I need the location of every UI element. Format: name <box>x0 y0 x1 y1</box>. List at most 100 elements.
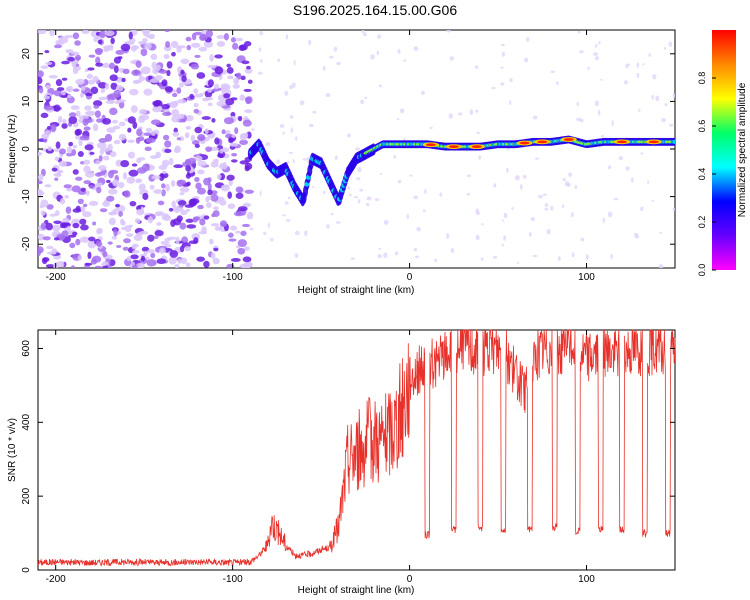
faint-noise-blob <box>377 34 382 39</box>
noise-blob <box>68 141 74 147</box>
faint-noise-blob <box>347 133 351 138</box>
noise-blob <box>44 184 52 188</box>
noise-blob <box>45 264 56 268</box>
noise-blob <box>120 43 131 52</box>
noise-blob <box>89 185 95 189</box>
faint-noise-blob <box>597 109 601 116</box>
faint-noise-blob <box>466 174 471 178</box>
noise-blob <box>204 128 209 134</box>
faint-noise-blob <box>481 223 484 226</box>
faint-noise-blob <box>544 203 549 207</box>
noise-blob <box>209 54 214 62</box>
noise-blob <box>207 189 213 196</box>
noise-blob <box>154 211 163 217</box>
snr-xtick-label: -100 <box>223 574 243 585</box>
noise-blob <box>84 111 95 115</box>
faint-noise-blob <box>326 224 330 229</box>
noise-blob <box>81 30 90 35</box>
noise-blob <box>233 77 240 85</box>
noise-blob <box>90 258 97 265</box>
noise-blob <box>241 60 250 65</box>
faint-noise-blob <box>511 206 514 211</box>
faint-noise-blob <box>530 217 535 221</box>
noise-blob <box>216 35 226 40</box>
noise-blob <box>186 181 191 186</box>
noise-blob <box>207 79 214 87</box>
noise-blob <box>102 251 108 258</box>
noise-blob <box>211 213 216 218</box>
noise-blob <box>117 181 125 189</box>
noise-blob <box>156 258 166 265</box>
faint-noise-blob <box>625 166 630 171</box>
noise-blob <box>140 48 148 57</box>
faint-noise-blob <box>574 184 578 190</box>
noise-blob <box>161 189 166 197</box>
faint-noise-blob <box>526 37 530 42</box>
noise-blob <box>233 211 244 217</box>
noise-blob <box>149 184 155 190</box>
noise-blob <box>80 187 87 192</box>
noise-blob <box>70 105 80 110</box>
noise-blob <box>220 83 230 90</box>
noise-blob <box>106 127 116 133</box>
noise-blob <box>165 41 171 48</box>
noise-blob <box>98 164 107 171</box>
snr-ytick-label: 600 <box>21 340 32 357</box>
faint-noise-blob <box>544 207 548 211</box>
noise-blob <box>84 262 93 266</box>
faint-noise-blob <box>378 84 382 88</box>
faint-noise-blob <box>289 85 293 90</box>
noise-blob <box>191 42 201 48</box>
noise-blob <box>143 88 153 96</box>
noise-blob <box>80 224 89 231</box>
noise-blob <box>125 233 134 237</box>
noise-blob <box>228 137 234 144</box>
noise-blob <box>123 190 131 198</box>
noise-blob <box>214 226 222 231</box>
noise-blob <box>173 164 184 169</box>
noise-blob <box>185 125 192 130</box>
noise-blob <box>110 82 118 90</box>
faint-noise-blob <box>312 185 315 189</box>
faint-noise-blob <box>284 90 289 96</box>
noise-blob <box>126 176 136 184</box>
faint-noise-blob <box>259 59 263 63</box>
noise-blob <box>38 30 47 35</box>
noise-blob <box>42 257 50 262</box>
noise-blob <box>68 230 73 235</box>
noise-blob <box>131 249 140 254</box>
noise-blob <box>136 128 143 137</box>
noise-blob <box>179 222 187 230</box>
colorbar-tick-label: 0.4 <box>697 168 707 181</box>
noise-blob <box>113 65 119 74</box>
noise-blob <box>72 222 80 229</box>
noise-blob <box>166 69 171 77</box>
faint-noise-blob <box>376 50 380 56</box>
faint-noise-blob <box>474 65 479 69</box>
noise-blob <box>193 102 199 108</box>
noise-blob <box>234 127 239 135</box>
noise-blob <box>161 183 166 189</box>
faint-noise-blob <box>579 50 584 54</box>
faint-noise-blob <box>258 71 263 75</box>
noise-blob <box>168 207 174 212</box>
noise-blob <box>45 84 50 90</box>
noise-blob <box>95 240 102 247</box>
noise-blob <box>166 111 171 116</box>
noise-blob <box>161 79 168 87</box>
noise-blob <box>45 130 51 136</box>
noise-blob <box>61 230 69 238</box>
spectrogram-heatmap <box>38 30 675 268</box>
noise-blob <box>160 240 170 245</box>
noise-blob <box>156 222 162 226</box>
noise-blob <box>40 65 49 70</box>
faint-noise-blob <box>379 172 383 176</box>
faint-noise-blob <box>420 90 425 96</box>
ridge-peak-core <box>425 143 436 147</box>
faint-noise-blob <box>491 86 496 90</box>
noise-blob <box>130 60 136 64</box>
spectrogram-xtick-label: 0 <box>407 272 413 283</box>
noise-blob <box>92 221 97 226</box>
noise-blob <box>78 138 83 147</box>
faint-noise-blob <box>322 65 326 71</box>
